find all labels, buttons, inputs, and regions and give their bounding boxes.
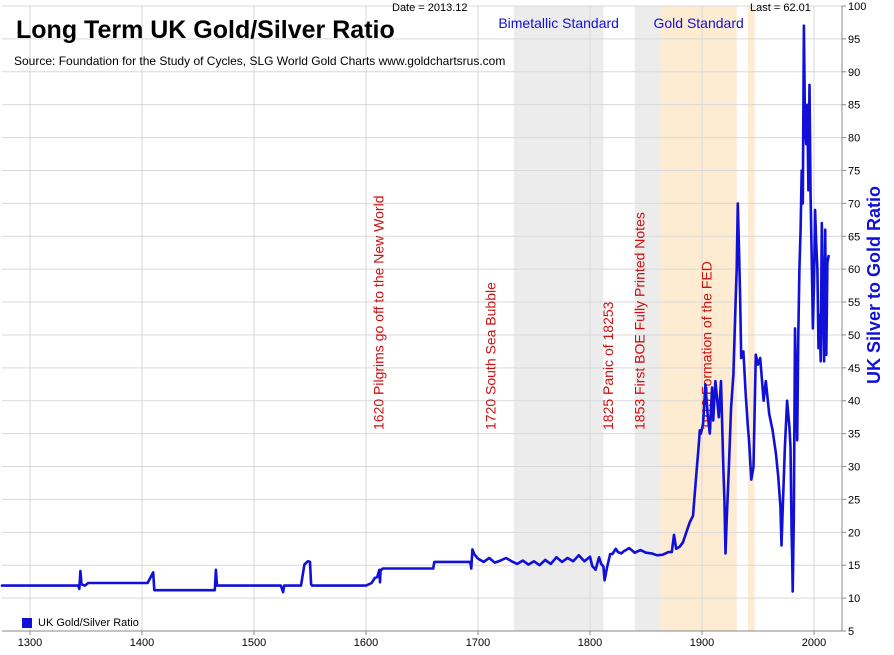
y-tick-label: 70 [848, 198, 860, 210]
y-tick-label: 80 [848, 133, 860, 145]
annotation-label: 1853 First BOE Fully Printed Notes [631, 212, 647, 430]
x-tick-label: 1600 [354, 637, 378, 649]
x-tick-label: 1900 [690, 637, 714, 649]
y-tick-label: 65 [848, 231, 860, 243]
series-line-0 [0, 24, 830, 594]
x-tick-label: 1400 [130, 637, 154, 649]
y-tick-label: 20 [848, 527, 860, 539]
y-tick-label: 25 [848, 494, 860, 506]
y-tick-label: 40 [848, 396, 860, 408]
y-tick-label: 100 [848, 1, 866, 13]
date-label: Date = 2013.12 [392, 2, 468, 14]
x-tick-label: 1800 [578, 637, 602, 649]
legend: UK Gold/Silver Ratio [22, 617, 139, 629]
y-tick-label: 95 [848, 34, 860, 46]
shaded-region-0 [513, 6, 604, 631]
y-tick-label: 45 [848, 363, 860, 375]
y-tick-label: 30 [848, 462, 860, 474]
y-tick-label: 60 [848, 264, 860, 276]
legend-swatch [22, 618, 32, 628]
y-tick-label: 10 [848, 593, 860, 605]
legend-label: UK Gold/Silver Ratio [38, 617, 139, 629]
annotation-label: 1825 Panic of 18253 [600, 301, 616, 430]
y-tick-label: 35 [848, 429, 860, 441]
annotation-label: 1620 Pilgrims go off to the New World [370, 195, 386, 430]
y-tick-label: 50 [848, 330, 860, 342]
region-label: Bimetallic Standard [498, 15, 619, 31]
x-tick-label: 2000 [802, 637, 826, 649]
shaded-region-1 [634, 6, 661, 631]
x-tick-label: 1300 [18, 637, 42, 649]
last-value-label: Last = 62.01 [750, 2, 811, 14]
annotation-label: 1720 South Sea Bubble [482, 282, 498, 430]
y-tick-label: 85 [848, 100, 860, 112]
region-label: Gold Standard [653, 15, 743, 31]
x-tick-label: 1700 [466, 637, 490, 649]
y-tick-label: 75 [848, 165, 860, 177]
y-tick-label: 15 [848, 560, 860, 572]
y-tick-label: 5 [848, 626, 854, 638]
shaded-region-3 [747, 6, 755, 631]
annotation-label: 1913 Formation of the FED [699, 261, 715, 430]
chart-title: Long Term UK Gold/Silver Ratio [16, 16, 395, 44]
y-tick-label: 55 [848, 297, 860, 309]
x-tick-label: 1500 [242, 637, 266, 649]
y-tick-label: 90 [848, 67, 860, 79]
y-axis-title: UK Silver to Gold Ratio [864, 185, 884, 384]
chart-source: Source: Foundation for the Study of Cycl… [14, 54, 506, 68]
